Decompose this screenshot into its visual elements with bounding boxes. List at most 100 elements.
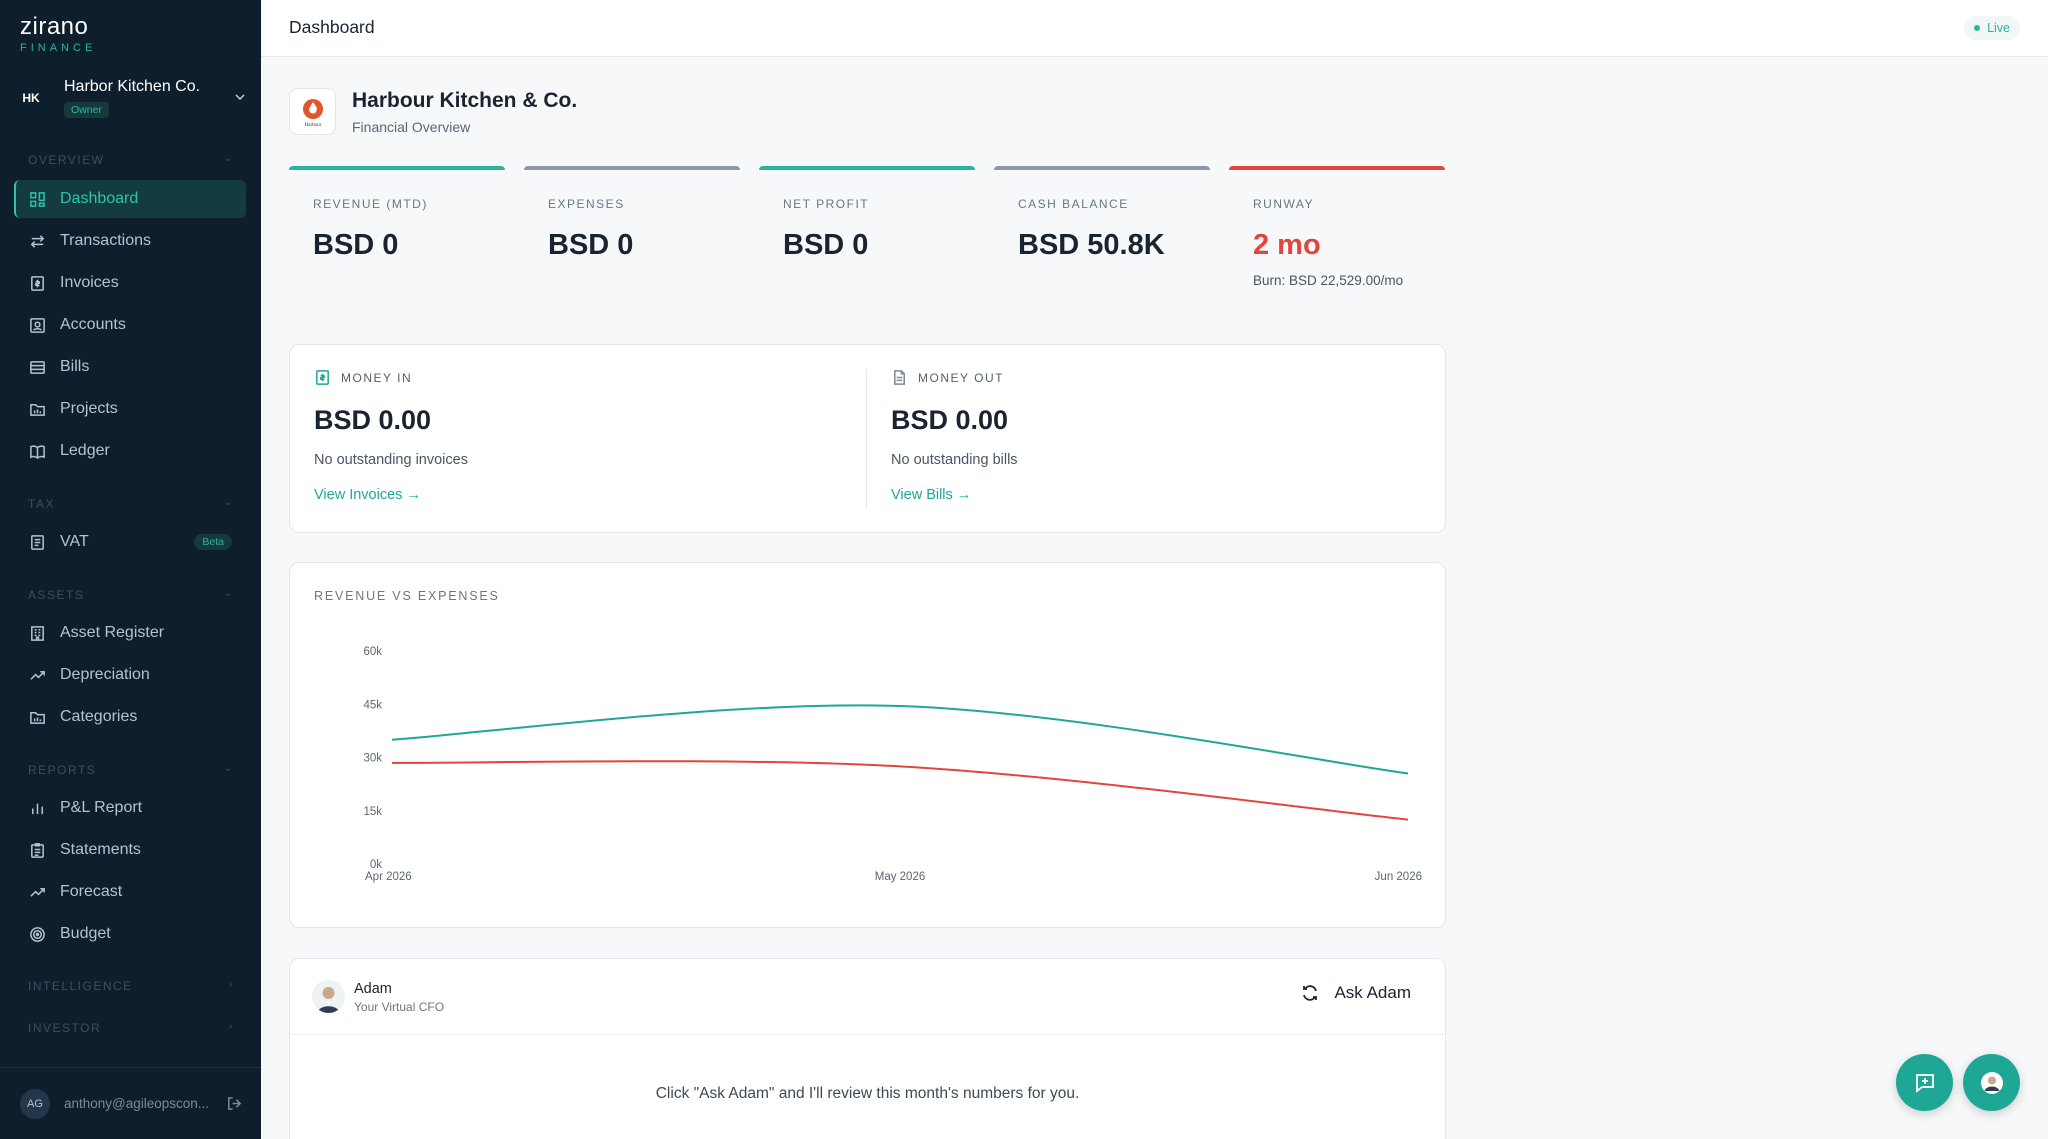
section-label: REPORTS [28,763,97,777]
money-in-heading: MONEY IN [314,369,412,386]
chevron-down-icon: ⌄ [224,497,234,508]
company-name: Harbour Kitchen & Co. [352,88,578,112]
target-icon [28,925,46,943]
money-in-note: No outstanding invoices [314,452,468,468]
assistant-avatar-button[interactable] [1963,1054,2020,1111]
sidebar-item-label: P&L Report [60,799,143,816]
x-tick-label: Jun 2026 [1375,871,1422,883]
virtual-cfo-header: Adam Your Virtual CFO Ask Adam [290,959,1445,1035]
sidebar-item-label: Asset Register [60,624,165,641]
brand-name: zirano [20,13,89,40]
section-investor[interactable]: INVESTOR › [28,1021,234,1035]
bar-chart-icon [28,799,46,817]
x-tick-label: Apr 2026 [365,871,412,883]
company-header: Harbour Harbour Kitchen & Co. Financial … [289,88,577,135]
view-invoices-link[interactable]: View Invoices → [314,487,421,503]
ask-adam-label: Ask Adam [1334,983,1411,1002]
series-line-0 [391,704,1409,775]
kpi-accent-bar [994,166,1210,170]
org-initials: HK [22,91,40,105]
kpi-accent-bar [1229,166,1445,170]
ask-adam-button[interactable]: Ask Adam [1300,983,1411,1003]
kpi-accent-bar [759,166,975,170]
org-name: Harbor Kitchen Co. [64,78,201,95]
trend-icon [28,883,46,901]
status-text: Live [1987,21,2010,35]
sidebar: zirano FINANCE HK Harbor Kitchen Co. Own… [0,0,261,1139]
section-label: INTELLIGENCE [28,979,133,993]
virtual-cfo-panel: Adam Your Virtual CFO Ask Adam Click "As… [289,958,1446,1139]
svg-text:Harbour: Harbour [304,123,321,128]
section-reports[interactable]: REPORTS ⌄ [28,763,234,777]
folder-icon [28,400,46,418]
sidebar-item-transactions[interactable]: Transactions [14,222,246,260]
adam-avatar [312,980,345,1013]
money-in: MONEY IN BSD 0.00 No outstanding invoice… [290,345,866,531]
clipboard-icon [28,841,46,859]
kpi-label: EXPENSES [548,197,625,211]
logout-icon[interactable] [226,1095,244,1113]
adam-message: Click "Ask Adam" and I'll review this mo… [655,1085,1080,1102]
divider [866,369,867,509]
invoice-icon [28,274,46,292]
sidebar-item-categories[interactable]: Categories [14,698,246,736]
sidebar-item-asset-register[interactable]: Asset Register [14,614,246,652]
money-out: MONEY OUT BSD 0.00 No outstanding bills … [867,345,1445,531]
view-bills-link[interactable]: View Bills → [891,487,972,503]
document-icon [894,370,905,385]
y-tick-label: 15k [363,806,382,818]
chart-title: REVENUE VS EXPENSES [314,589,500,603]
chevron-down-icon: ⌄ [224,763,234,774]
user-footer: AG anthony@agileopscon... [0,1067,261,1139]
status-badge: Live [1964,16,2020,40]
sidebar-item-label: Accounts [60,316,126,333]
section-overview[interactable]: OVERVIEW ⌄ [28,153,234,167]
bills-icon [28,358,46,376]
topbar: Dashboard Live [261,0,2048,57]
kpi-value: BSD 0 [783,229,869,261]
sidebar-item-invoices[interactable]: Invoices [14,264,246,302]
org-switcher[interactable]: HK Harbor Kitchen Co. Owner [14,68,248,128]
line-chart: 0k 15k 30k 45k 60k Apr 2026 May 2026 Jun 2026 [363,646,1422,883]
chevron-down-icon [232,91,248,106]
series-line-1 [391,760,1409,821]
brand-subtitle: FINANCE [20,42,97,54]
money-out-note: No outstanding bills [891,452,1018,468]
book-icon [28,442,46,460]
grid-icon [28,190,46,208]
section-tax[interactable]: TAX ⌄ [28,497,234,511]
brand-logo[interactable]: zirano FINANCE [20,13,97,55]
sidebar-item-ledger[interactable]: Ledger [14,432,246,470]
feedback-button[interactable] [1896,1054,1953,1111]
sidebar-item-vat[interactable]: VAT Beta [14,523,246,561]
section-assets[interactable]: ASSETS ⌄ [28,588,234,602]
accounts-icon [28,316,46,334]
section-intelligence[interactable]: INTELLIGENCE › [28,979,234,993]
sidebar-item-dashboard[interactable]: Dashboard [14,180,246,218]
kpi-value: BSD 0 [313,229,399,261]
kpi-net-profit: NET PROFIT BSD 0 [759,166,975,306]
kpi-runway: RUNWAY 2 mo Burn: BSD 22,529.00/mo [1229,166,1445,306]
sidebar-item-statements[interactable]: Statements [14,831,246,869]
sidebar-item-projects[interactable]: Projects [14,390,246,428]
kpi-accent-bar [289,166,505,170]
sidebar-item-pl-report[interactable]: P&L Report [14,789,246,827]
cashflow-panel: MONEY IN BSD 0.00 No outstanding invoice… [289,344,1446,533]
sidebar-item-forecast[interactable]: Forecast [14,873,246,911]
user-avatar[interactable]: AG [20,1088,50,1119]
page-title: Dashboard [289,17,375,37]
sidebar-item-label: Depreciation [60,666,150,683]
money-out-value: BSD 0.00 [891,405,1009,435]
kpi-revenue: REVENUE (MTD) BSD 0 [289,166,505,306]
y-tick-label: 45k [363,699,382,711]
money-in-value: BSD 0.00 [314,405,432,435]
flame-logo-icon: Harbour [302,98,323,128]
section-label: OVERVIEW [28,153,105,167]
sidebar-item-budget[interactable]: Budget [14,915,246,953]
sidebar-item-accounts[interactable]: Accounts [14,306,246,344]
beta-badge: Beta [194,534,232,550]
sidebar-item-depreciation[interactable]: Depreciation [14,656,246,694]
sidebar-item-bills[interactable]: Bills [14,348,246,386]
company-text: Harbour Kitchen & Co. Financial Overview [352,89,577,135]
message-plus-icon [1915,1073,1934,1093]
